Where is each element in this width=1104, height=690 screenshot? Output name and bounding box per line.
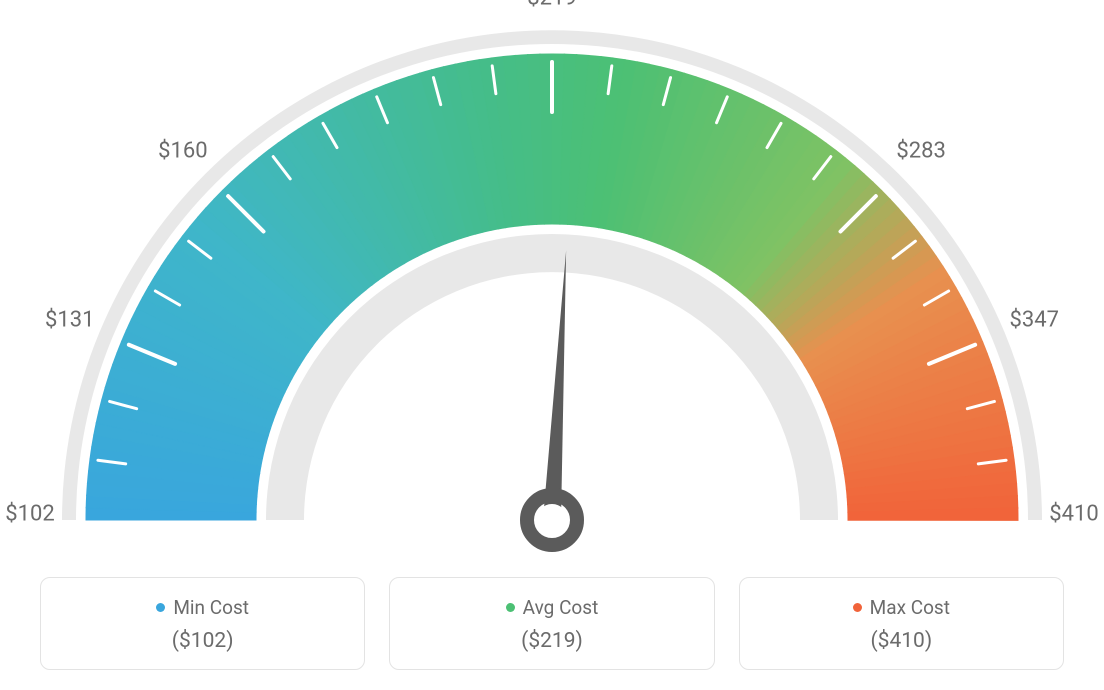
dot-icon bbox=[506, 603, 515, 612]
gauge-tick-label: $283 bbox=[896, 138, 945, 163]
max-cost-title: Max Cost bbox=[853, 596, 950, 619]
gauge-chart: $102 $131 $160 $219 $283 $347 $410 bbox=[0, 0, 1104, 560]
dot-icon bbox=[853, 603, 862, 612]
max-cost-label: Max Cost bbox=[870, 596, 950, 619]
gauge-tick-label: $410 bbox=[1049, 502, 1098, 527]
avg-cost-value: ($219) bbox=[400, 629, 703, 653]
gauge-tick-label: $160 bbox=[158, 138, 207, 163]
max-cost-value: ($410) bbox=[750, 629, 1053, 653]
min-cost-card: Min Cost ($102) bbox=[40, 577, 365, 670]
gauge-tick-label: $347 bbox=[1010, 308, 1059, 333]
avg-cost-label: Avg Cost bbox=[523, 596, 599, 619]
avg-cost-card: Avg Cost ($219) bbox=[389, 577, 714, 670]
max-cost-card: Max Cost ($410) bbox=[739, 577, 1064, 670]
avg-cost-title: Avg Cost bbox=[506, 596, 599, 619]
gauge-tick-label: $102 bbox=[5, 502, 54, 527]
gauge-tick-label: $219 bbox=[527, 0, 576, 11]
min-cost-label: Min Cost bbox=[173, 596, 249, 619]
gauge-tick-label: $131 bbox=[45, 308, 94, 333]
summary-cards: Min Cost ($102) Avg Cost ($219) Max Cost… bbox=[40, 577, 1064, 670]
min-cost-value: ($102) bbox=[51, 629, 354, 653]
min-cost-title: Min Cost bbox=[156, 596, 249, 619]
dot-icon bbox=[156, 603, 165, 612]
gauge-svg bbox=[0, 0, 1104, 560]
